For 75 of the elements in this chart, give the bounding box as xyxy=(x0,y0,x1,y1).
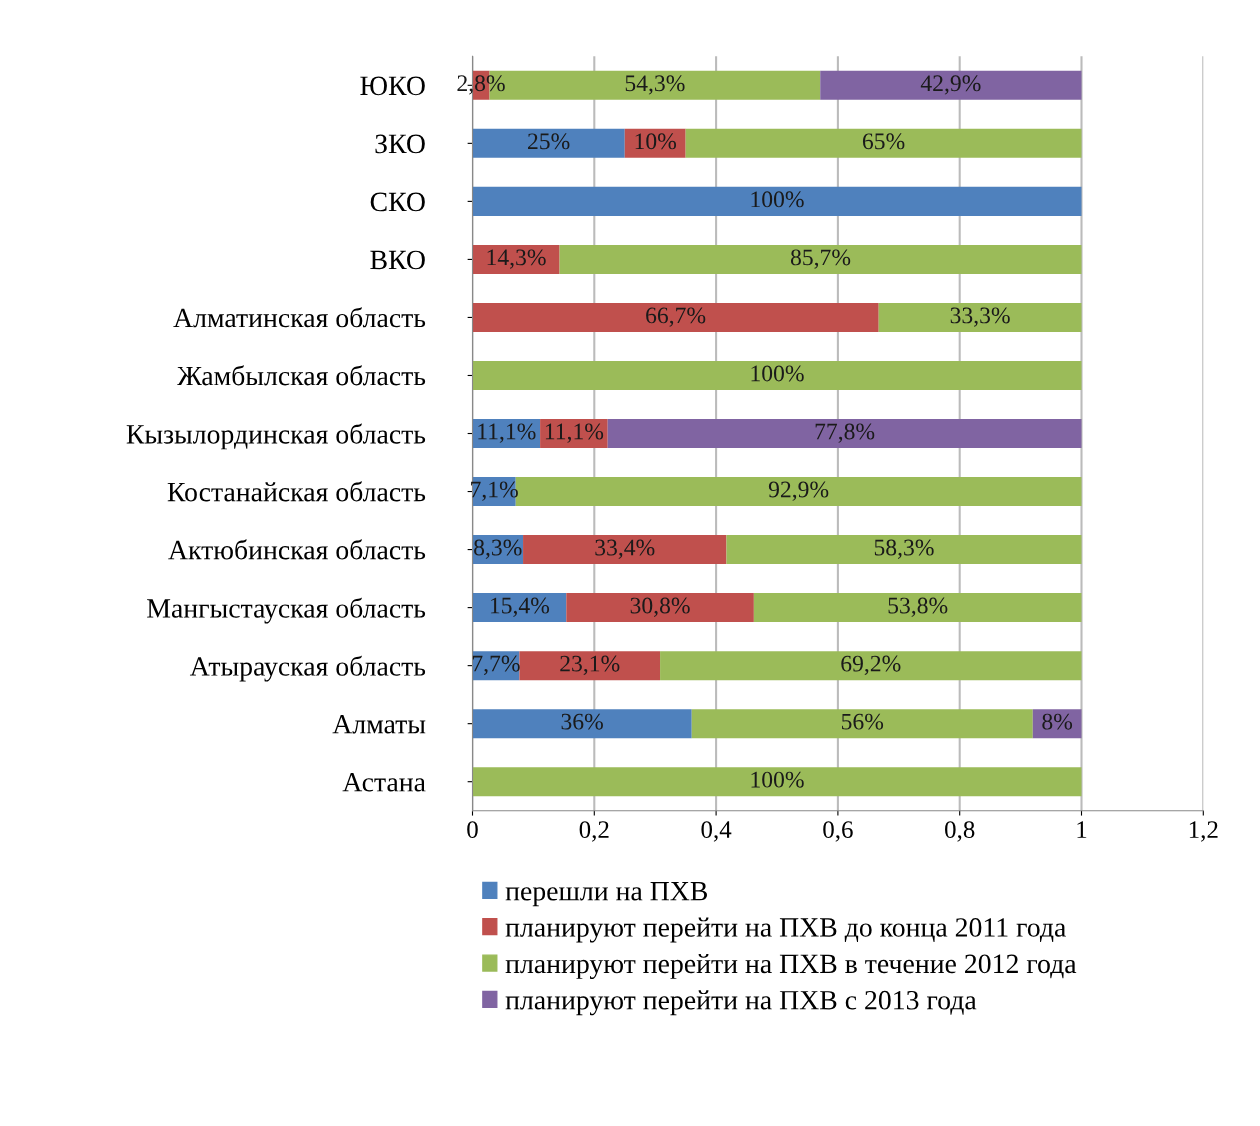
data-label: 53,8% xyxy=(888,597,948,617)
bar xyxy=(624,128,686,158)
bar xyxy=(820,70,1082,100)
x-tick-label: 0 xyxy=(467,821,478,839)
data-label: 33,4% xyxy=(595,539,655,559)
legend-label: перешли на ПХВ xyxy=(505,882,708,907)
y-tick-label: Кызылординская область xyxy=(126,423,426,450)
data-label: 33,3% xyxy=(950,307,1010,327)
bar xyxy=(472,767,1082,797)
bar xyxy=(472,709,692,739)
bar xyxy=(685,128,1082,158)
data-label: 2,8% xyxy=(457,75,505,95)
bar xyxy=(878,302,1082,332)
data-label: 25% xyxy=(528,133,570,150)
data-label: 30,8% xyxy=(630,597,690,617)
data-label: 92,9% xyxy=(768,481,829,501)
bar xyxy=(472,593,567,623)
data-label: 42,9% xyxy=(920,75,981,95)
y-tick-label: Костанайская область xyxy=(167,481,426,502)
data-label: 10% xyxy=(635,133,677,150)
data-label: 54,3% xyxy=(625,75,685,95)
bar xyxy=(691,709,1033,739)
y-tick-label: ВКО xyxy=(370,250,425,270)
data-label: 14,3% xyxy=(487,249,546,269)
bar xyxy=(472,244,560,274)
data-label: 100% xyxy=(751,365,804,382)
x-tick-label: 0,2 xyxy=(579,821,609,842)
x-tick-label: 0,6 xyxy=(823,821,853,842)
y-tick-label: СКО xyxy=(370,192,425,212)
legend-label: планируют перейти на ПХВ до конца 2011 года xyxy=(505,917,1066,943)
bar xyxy=(726,535,1082,565)
data-label: 58,3% xyxy=(874,539,934,559)
x-tick-label: 1 xyxy=(1077,821,1087,838)
data-label: 77,8% xyxy=(815,423,875,443)
y-tick-label: ЮКО xyxy=(360,76,425,96)
bar xyxy=(472,302,879,332)
y-tick-label: Атырауская область xyxy=(189,655,426,682)
data-label: 23,1% xyxy=(560,655,620,675)
bar xyxy=(1032,709,1082,739)
data-label: 56% xyxy=(841,713,884,730)
data-label: 100% xyxy=(751,771,804,788)
y-tick-label: Алматинская область xyxy=(173,307,426,328)
data-label: 8,3% xyxy=(474,539,522,559)
bar xyxy=(472,360,1082,390)
bar xyxy=(566,593,754,623)
y-tick-label: ЗКО xyxy=(375,134,425,154)
bar xyxy=(753,593,1082,623)
bar xyxy=(660,651,1082,681)
bar xyxy=(607,419,1082,449)
legend-label: планируют перейти на ПХВ в течение 2012 года xyxy=(505,953,1077,979)
y-tick-label: Алматы xyxy=(332,714,426,734)
data-label: 36% xyxy=(561,713,603,730)
bar xyxy=(559,244,1082,274)
y-tick-label: Актюбинская область xyxy=(168,539,426,560)
y-tick-label: Жамбылская область xyxy=(177,365,426,386)
legend-label: планируют перейти на ПХВ с 2013 года xyxy=(505,990,977,1016)
x-tick-label: 0,8 xyxy=(945,821,975,842)
bar xyxy=(472,128,625,158)
data-label: 69,2% xyxy=(841,655,901,675)
bar xyxy=(519,651,661,681)
y-tick-label: Астана xyxy=(342,773,426,792)
bar xyxy=(523,535,727,565)
data-label: 11,1% xyxy=(478,423,536,443)
data-label: 11,1% xyxy=(545,423,604,443)
bar xyxy=(472,186,1082,216)
data-label: 85,7% xyxy=(790,249,851,269)
bar xyxy=(540,419,608,449)
data-label: 66,7% xyxy=(646,307,706,327)
y-tick-label: Мангыстауская область xyxy=(147,597,426,624)
data-label: 100% xyxy=(751,191,804,208)
data-label: 8% xyxy=(1042,713,1073,730)
data-label: 15,4% xyxy=(490,597,550,617)
data-label: 65% xyxy=(862,133,905,150)
x-tick-label: 1,2 xyxy=(1189,821,1218,842)
x-tick-label: 0,4 xyxy=(701,821,732,842)
